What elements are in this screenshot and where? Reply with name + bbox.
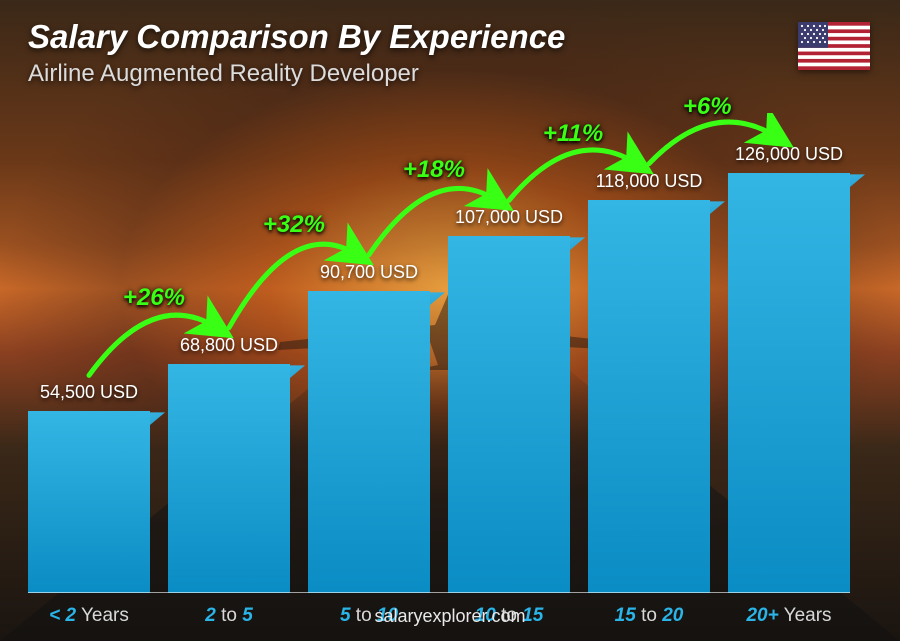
- bar: [28, 411, 150, 593]
- bar-column: 126,000 USD: [728, 144, 850, 593]
- growth-pct-label: +32%: [263, 211, 325, 239]
- bar: [588, 200, 710, 593]
- chart-subtitle: Airline Augmented Reality Developer: [28, 60, 872, 88]
- bar-value-label: 90,700 USD: [320, 262, 418, 283]
- bar-column: 90,700 USD: [308, 262, 430, 593]
- bar-column: 118,000 USD: [588, 171, 710, 593]
- chart-title: Salary Comparison By Experience: [28, 18, 872, 56]
- growth-pct-label: +26%: [123, 284, 185, 312]
- bar: [168, 364, 290, 593]
- growth-pct-label: +6%: [683, 93, 732, 121]
- bar-column: 54,500 USD: [28, 382, 150, 593]
- bar: [308, 291, 430, 593]
- bar-column: 107,000 USD: [448, 207, 570, 593]
- bar-value-label: 54,500 USD: [40, 382, 138, 403]
- bar-value-label: 126,000 USD: [735, 144, 843, 165]
- bar-column: 68,800 USD: [168, 335, 290, 593]
- growth-pct-label: +11%: [543, 120, 603, 148]
- header: Salary Comparison By Experience Airline …: [28, 18, 872, 88]
- usa-flag-icon: [798, 22, 870, 70]
- baseline: [28, 592, 850, 593]
- bar: [448, 236, 570, 593]
- growth-pct-label: +18%: [403, 156, 465, 184]
- bar-value-label: 107,000 USD: [455, 207, 563, 228]
- bar-value-label: 118,000 USD: [596, 171, 703, 192]
- source-attribution: salaryexplorer.com: [0, 606, 900, 627]
- bar: [728, 173, 850, 593]
- bar-chart: 54,500 USD 68,800 USD 90,700 USD 107,000 US…: [28, 113, 850, 593]
- bar-value-label: 68,800 USD: [180, 335, 278, 356]
